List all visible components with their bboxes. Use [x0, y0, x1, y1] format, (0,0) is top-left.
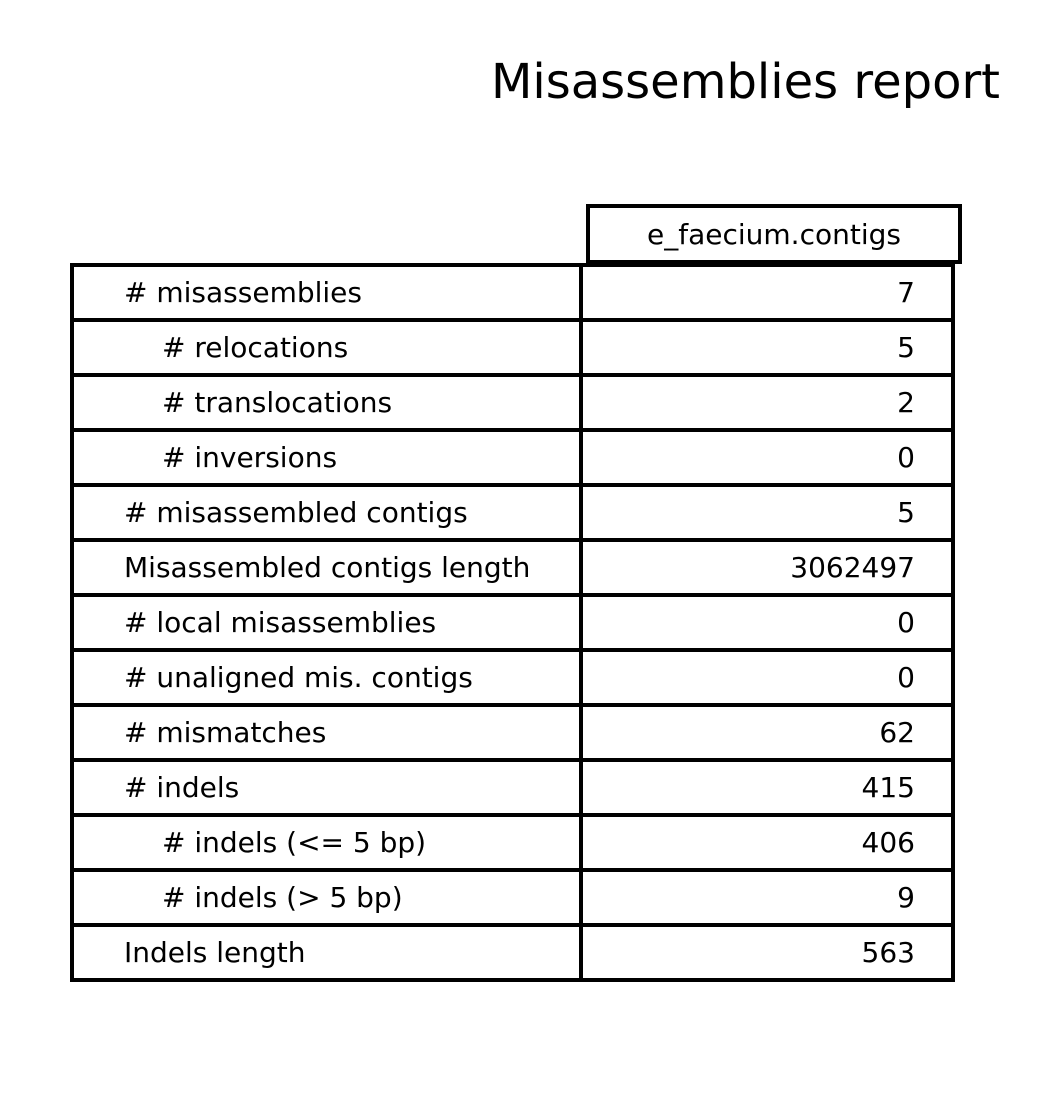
row-label: # translocations [70, 373, 583, 432]
table-row: Indels length 563 [70, 923, 955, 982]
column-header-e-faecium-contigs: e_faecium.contigs [586, 204, 962, 264]
table-row: Misassembled contigs length 3062497 [70, 538, 955, 597]
row-value: 5 [579, 483, 955, 542]
table-row: # inversions 0 [70, 428, 955, 487]
row-label: # indels [70, 758, 583, 817]
table-row: # unaligned mis. contigs 0 [70, 648, 955, 707]
row-value: 9 [579, 868, 955, 927]
row-label: Misassembled contigs length [70, 538, 583, 597]
table-row: # translocations 2 [70, 373, 955, 432]
table-row: # indels (<= 5 bp) 406 [70, 813, 955, 872]
row-value: 0 [579, 593, 955, 652]
row-value: 62 [579, 703, 955, 762]
row-value: 0 [579, 428, 955, 487]
row-label: # relocations [70, 318, 583, 377]
table-body: # misassemblies 7 # relocations 5 # transloc… [70, 263, 955, 982]
row-label: # misassembled contigs [70, 483, 583, 542]
row-value: 563 [579, 923, 955, 982]
row-label: # indels (<= 5 bp) [70, 813, 583, 872]
chart-title: Misassemblies report [490, 54, 1000, 110]
row-value: 5 [579, 318, 955, 377]
row-value: 3062497 [579, 538, 955, 597]
table-row: # relocations 5 [70, 318, 955, 377]
row-label: # inversions [70, 428, 583, 487]
row-value: 0 [579, 648, 955, 707]
table-row: # indels (> 5 bp) 9 [70, 868, 955, 927]
row-label: Indels length [70, 923, 583, 982]
table-row: # misassembled contigs 5 [70, 483, 955, 542]
row-value: 415 [579, 758, 955, 817]
row-label: # unaligned mis. contigs [70, 648, 583, 707]
row-value: 2 [579, 373, 955, 432]
table-row: # indels 415 [70, 758, 955, 817]
row-label: # misassemblies [70, 263, 583, 322]
row-label: # mismatches [70, 703, 583, 762]
row-label: # local misassemblies [70, 593, 583, 652]
table-row: # mismatches 62 [70, 703, 955, 762]
row-value: 406 [579, 813, 955, 872]
table-row: # local misassemblies 0 [70, 593, 955, 652]
table-row: # misassemblies 7 [70, 263, 955, 322]
row-value: 7 [579, 263, 955, 322]
row-label: # indels (> 5 bp) [70, 868, 583, 927]
misassemblies-table: # misassemblies 7 # relocations 5 # transloc… [70, 263, 955, 982]
